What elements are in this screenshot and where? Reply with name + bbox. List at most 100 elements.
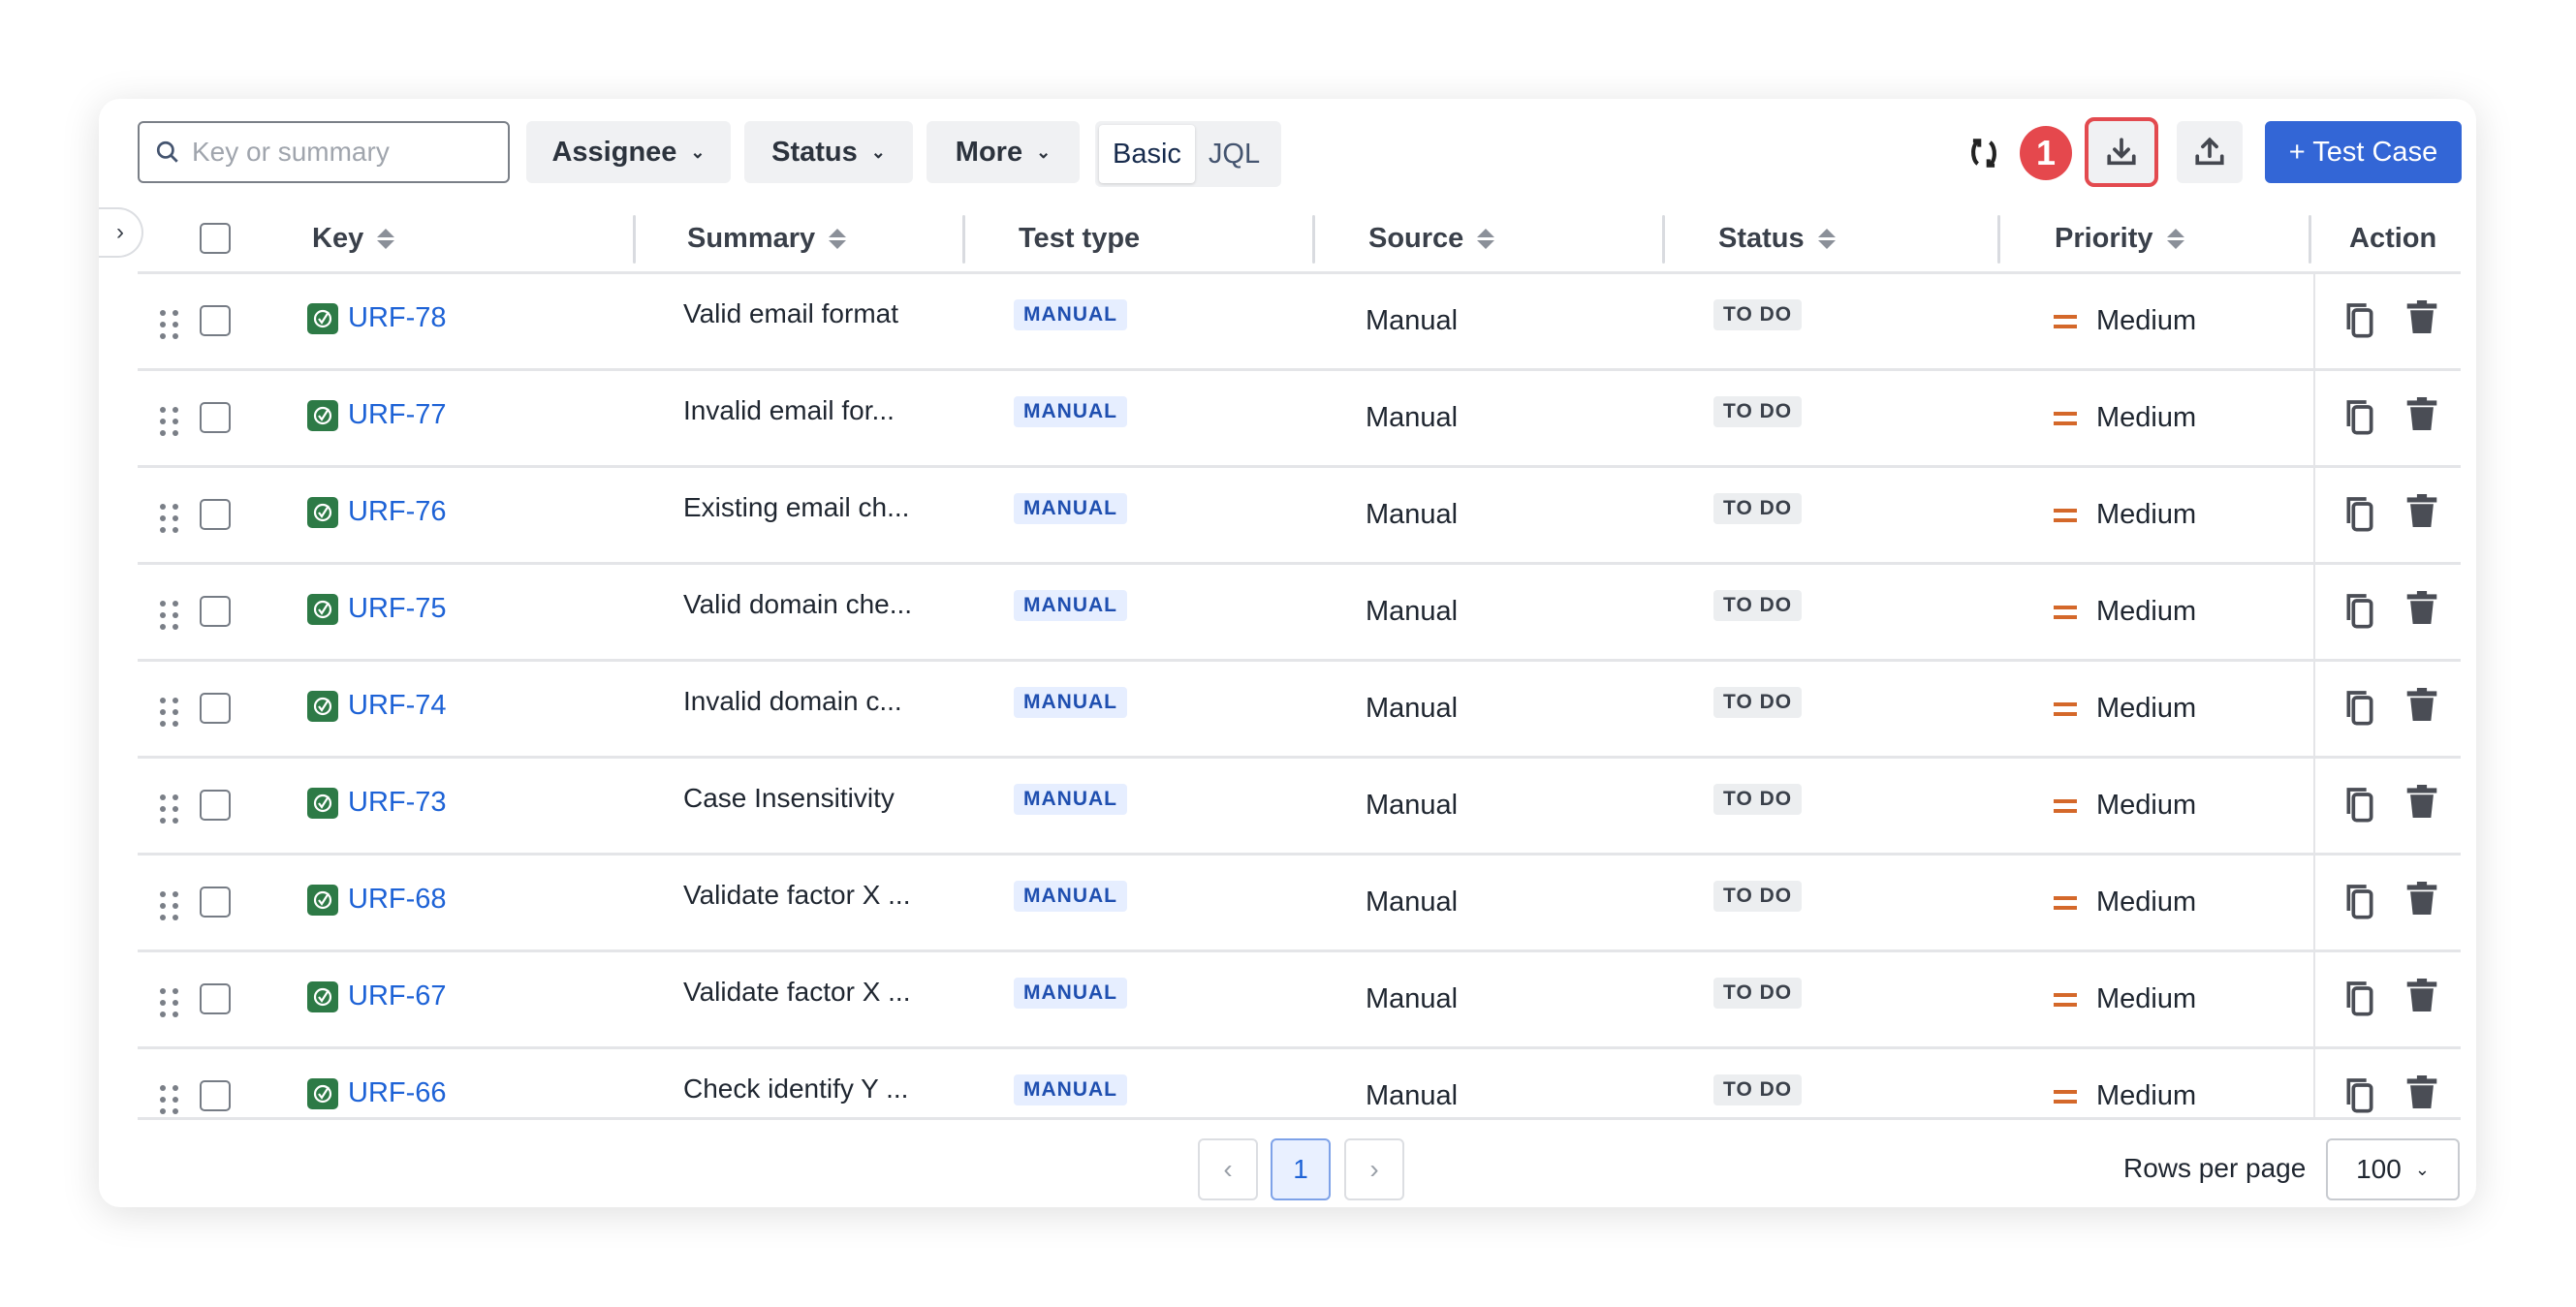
test-key[interactable]: URF-78 [348, 302, 447, 333]
status-badge[interactable]: TO DO [1713, 299, 1803, 330]
test-key[interactable]: URF-76 [348, 496, 447, 527]
copy-icon[interactable] [2343, 979, 2376, 1022]
test-key-link[interactable]: URF-73 [307, 787, 447, 819]
column-priority[interactable]: Priority [2055, 205, 2184, 271]
add-test-case-button[interactable]: + Test Case [2265, 121, 2462, 183]
test-key-link[interactable]: URF-68 [307, 884, 447, 916]
assignee-filter[interactable]: Assignee ⌄ [526, 121, 731, 183]
test-key[interactable]: URF-77 [348, 399, 447, 430]
refresh-icon[interactable] [1965, 134, 2002, 177]
status-badge[interactable]: TO DO [1713, 1074, 1803, 1105]
trash-icon[interactable] [2405, 298, 2438, 340]
row-checkbox[interactable] [200, 693, 231, 724]
column-status[interactable]: Status [1718, 205, 1836, 271]
assignee-label: Assignee [551, 136, 677, 168]
drag-handle-icon[interactable] [160, 407, 179, 436]
copy-icon[interactable] [2343, 785, 2376, 828]
priority-text: Medium [2096, 305, 2197, 336]
test-key-link[interactable]: URF-66 [307, 1077, 447, 1109]
copy-icon[interactable] [2343, 688, 2376, 731]
trash-icon[interactable] [2405, 977, 2438, 1018]
row-checkbox[interactable] [200, 887, 231, 918]
rows-per-page-select[interactable]: 100 ⌄ [2326, 1138, 2460, 1200]
rows-per-page-value: 100 [2356, 1154, 2402, 1184]
drag-handle-icon[interactable] [160, 504, 179, 533]
trash-icon[interactable] [2405, 589, 2438, 631]
copy-icon[interactable] [2343, 300, 2376, 344]
drag-handle-icon[interactable] [160, 310, 179, 339]
status-badge[interactable]: TO DO [1713, 590, 1803, 621]
previous-page-button[interactable]: ‹ [1198, 1138, 1258, 1200]
column-resizer[interactable] [1997, 215, 2000, 264]
copy-icon[interactable] [2343, 591, 2376, 635]
row-checkbox[interactable] [200, 305, 231, 336]
copy-icon[interactable] [2343, 397, 2376, 441]
column-resizer[interactable] [1662, 215, 1665, 264]
test-key[interactable]: URF-68 [348, 884, 447, 915]
trash-icon[interactable] [2405, 783, 2438, 825]
status-badge[interactable]: TO DO [1713, 881, 1803, 912]
drag-handle-icon[interactable] [160, 698, 179, 727]
test-key-link[interactable]: URF-75 [307, 593, 447, 625]
expand-sidebar-button[interactable]: › [99, 207, 143, 258]
column-summary[interactable]: Summary [687, 205, 847, 271]
test-key[interactable]: URF-74 [348, 690, 447, 721]
test-key-link[interactable]: URF-77 [307, 399, 447, 431]
test-key[interactable]: URF-75 [348, 593, 447, 624]
test-key-link[interactable]: URF-74 [307, 690, 447, 722]
column-resizer[interactable] [962, 215, 965, 264]
test-key-link[interactable]: URF-67 [307, 980, 447, 1012]
trash-icon[interactable] [2405, 395, 2438, 437]
test-key[interactable]: URF-67 [348, 980, 447, 1011]
trash-icon[interactable] [2405, 686, 2438, 728]
export-button[interactable] [2085, 117, 2158, 187]
trash-icon[interactable] [2405, 880, 2438, 921]
copy-icon[interactable] [2343, 494, 2376, 538]
column-resizer[interactable] [633, 215, 636, 264]
copy-icon[interactable] [2343, 1075, 2376, 1117]
basic-mode-button[interactable]: Basic [1099, 125, 1195, 183]
trash-icon[interactable] [2405, 492, 2438, 534]
column-resizer[interactable] [2309, 215, 2311, 264]
test-type-badge: MANUAL [1014, 396, 1127, 427]
status-badge[interactable]: TO DO [1713, 687, 1803, 718]
drag-handle-icon[interactable] [160, 988, 179, 1017]
priority-text: Medium [2096, 596, 2197, 627]
drag-handle-icon[interactable] [160, 1085, 179, 1114]
row-checkbox[interactable] [200, 790, 231, 821]
status-filter[interactable]: Status ⌄ [744, 121, 913, 183]
row-checkbox[interactable] [200, 596, 231, 627]
status-badge[interactable]: TO DO [1713, 978, 1803, 1009]
drag-handle-icon[interactable] [160, 601, 179, 630]
test-key-link[interactable]: URF-78 [307, 302, 447, 334]
column-source[interactable]: Source [1368, 205, 1495, 271]
table-row: URF-73 Case Insensitivity MANUAL Manual … [0, 758, 2576, 855]
status-badge[interactable]: TO DO [1713, 493, 1803, 524]
test-case-icon [307, 690, 338, 722]
test-key-link[interactable]: URF-76 [307, 496, 447, 528]
drag-handle-icon[interactable] [160, 891, 179, 920]
copy-icon[interactable] [2343, 882, 2376, 925]
row-checkbox[interactable] [200, 983, 231, 1014]
search-field[interactable] [138, 121, 510, 183]
page-button[interactable]: 1 [1271, 1138, 1331, 1200]
status-badge[interactable]: TO DO [1713, 396, 1803, 427]
trash-icon[interactable] [2405, 1074, 2438, 1115]
select-all-checkbox[interactable] [200, 223, 231, 254]
next-page-button[interactable]: › [1344, 1138, 1404, 1200]
column-resizer[interactable] [1312, 215, 1315, 264]
drag-handle-icon[interactable] [160, 794, 179, 824]
row-checkbox[interactable] [200, 1080, 231, 1111]
import-button[interactable] [2177, 121, 2243, 183]
row-checkbox[interactable] [200, 499, 231, 530]
more-filter[interactable]: More ⌄ [927, 121, 1080, 183]
test-key[interactable]: URF-73 [348, 787, 447, 818]
test-case-icon [307, 884, 338, 916]
search-input[interactable] [192, 137, 483, 168]
test-key[interactable]: URF-66 [348, 1077, 447, 1108]
row-checkbox[interactable] [200, 402, 231, 433]
column-key[interactable]: Key [312, 205, 395, 271]
table-row: URF-74 Invalid domain c... MANUAL Manual… [0, 661, 2576, 758]
status-badge[interactable]: TO DO [1713, 784, 1803, 815]
jql-mode-button[interactable]: JQL [1208, 138, 1261, 170]
